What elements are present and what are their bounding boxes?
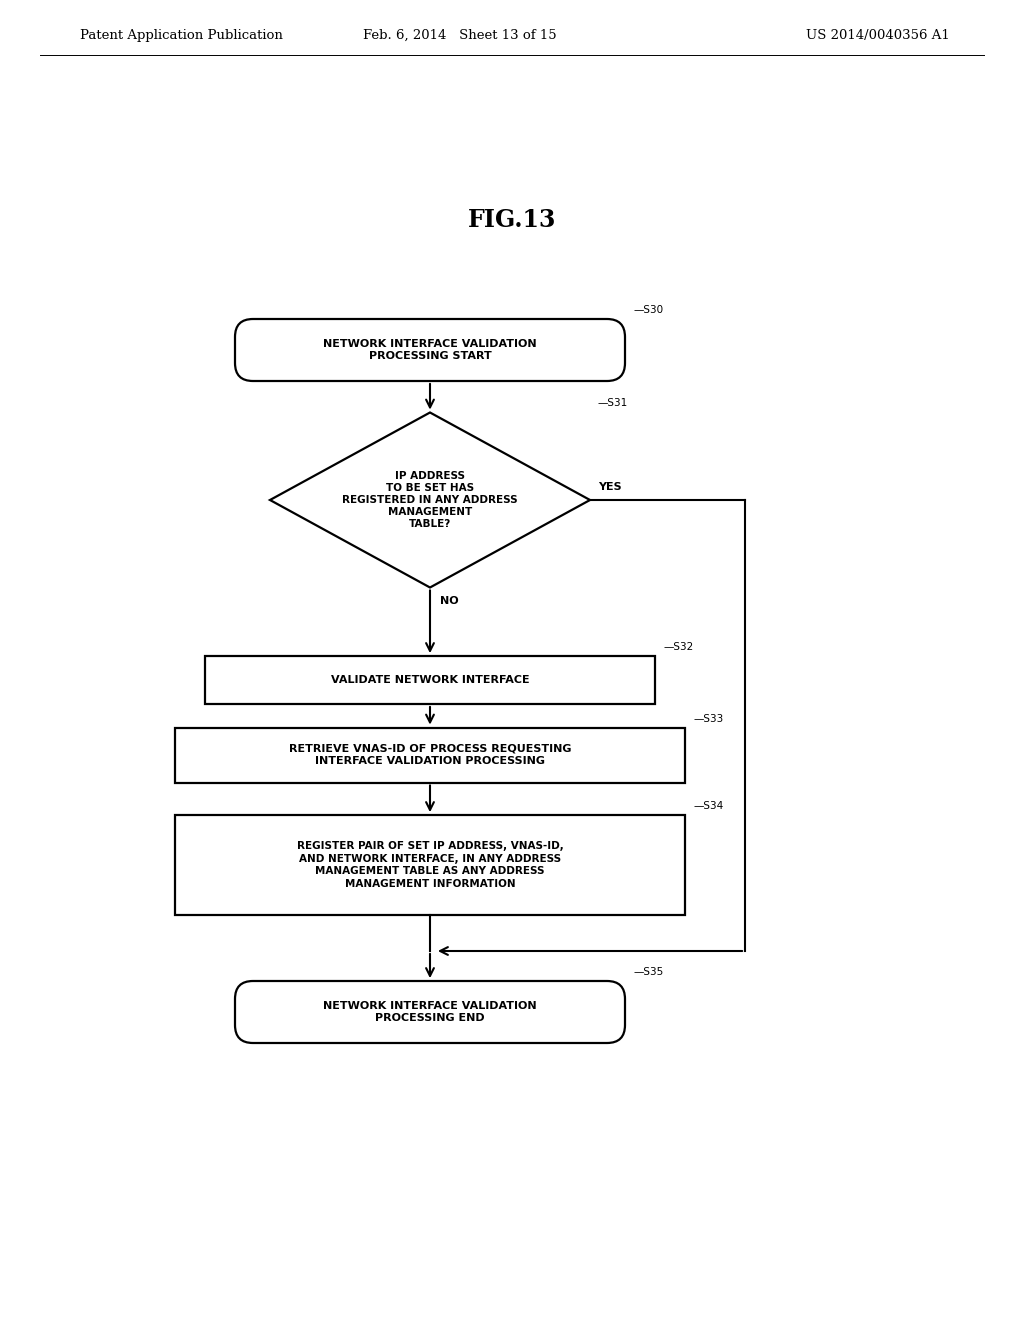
- Text: —S31: —S31: [598, 399, 629, 408]
- Text: REGISTER PAIR OF SET IP ADDRESS, VNAS-ID,
AND NETWORK INTERFACE, IN ANY ADDRESS
: REGISTER PAIR OF SET IP ADDRESS, VNAS-ID…: [297, 841, 563, 888]
- Text: —S35: —S35: [633, 968, 664, 977]
- Text: US 2014/0040356 A1: US 2014/0040356 A1: [806, 29, 950, 41]
- Text: —S30: —S30: [633, 305, 664, 315]
- Bar: [175, 814, 685, 915]
- FancyBboxPatch shape: [234, 981, 625, 1043]
- Text: VALIDATE NETWORK INTERFACE: VALIDATE NETWORK INTERFACE: [331, 675, 529, 685]
- Text: Patent Application Publication: Patent Application Publication: [80, 29, 283, 41]
- Text: IP ADDRESS
TO BE SET HAS
REGISTERED IN ANY ADDRESS
MANAGEMENT
TABLE?: IP ADDRESS TO BE SET HAS REGISTERED IN A…: [342, 471, 518, 529]
- Text: —S33: —S33: [693, 714, 723, 723]
- Text: —S34: —S34: [693, 801, 723, 810]
- Text: NETWORK INTERFACE VALIDATION
PROCESSING START: NETWORK INTERFACE VALIDATION PROCESSING …: [324, 339, 537, 362]
- Bar: [175, 727, 685, 783]
- Text: —S32: —S32: [663, 642, 693, 652]
- Text: Feb. 6, 2014   Sheet 13 of 15: Feb. 6, 2014 Sheet 13 of 15: [364, 29, 557, 41]
- Text: NETWORK INTERFACE VALIDATION
PROCESSING END: NETWORK INTERFACE VALIDATION PROCESSING …: [324, 1001, 537, 1023]
- Text: YES: YES: [598, 482, 622, 492]
- Text: FIG.13: FIG.13: [468, 209, 556, 232]
- Polygon shape: [270, 412, 590, 587]
- Text: RETRIEVE VNAS-ID OF PROCESS REQUESTING
INTERFACE VALIDATION PROCESSING: RETRIEVE VNAS-ID OF PROCESS REQUESTING I…: [289, 743, 571, 766]
- FancyBboxPatch shape: [234, 319, 625, 381]
- Text: NO: NO: [440, 595, 459, 606]
- Bar: [205, 656, 655, 704]
